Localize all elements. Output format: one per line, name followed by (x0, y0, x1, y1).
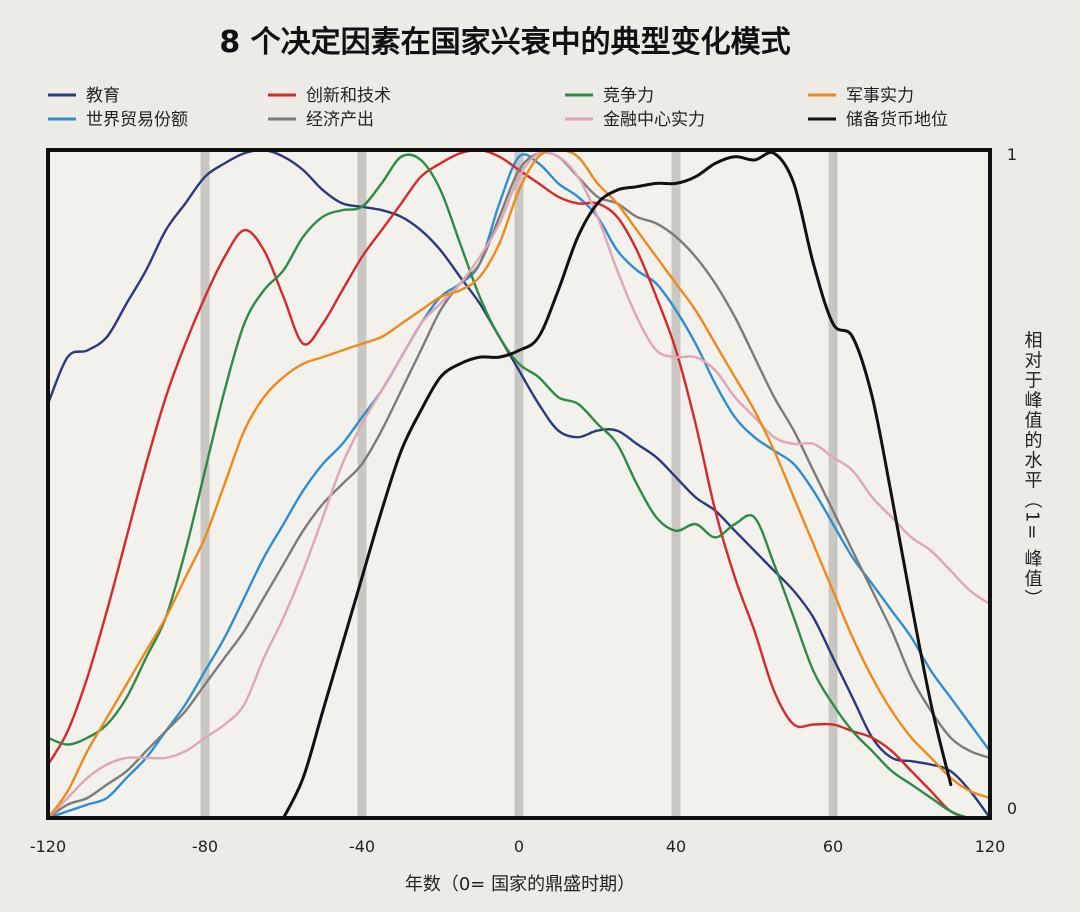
legend-item: 创新和技术 (268, 86, 391, 106)
x-axis-label: 年数（0= 国家的鼎盛时期） (405, 874, 635, 895)
y-tick-label: 0 (1007, 799, 1017, 818)
legend-label: 经济产出 (306, 110, 374, 130)
legend-label: 竞争力 (603, 86, 654, 106)
x-axis-ticks: -120 -80 -40 0 40 60 120 (30, 837, 1005, 856)
series-1 (46, 153, 992, 820)
legend-item: 金融中心实力 (565, 110, 705, 130)
legend-item: 世界贸易份额 (48, 110, 188, 130)
series-line (46, 148, 992, 820)
legend-label: 储备货币地位 (846, 110, 948, 130)
x-tick-label: 40 (666, 837, 686, 856)
series-line (46, 148, 992, 820)
legend-item: 经济产出 (268, 110, 374, 130)
gridlines (200, 150, 838, 818)
x-tick-label: 0 (514, 837, 524, 856)
legend-label: 创新和技术 (306, 86, 391, 106)
legend-item: 军事实力 (808, 86, 914, 106)
y-axis-ticks: 01 (1007, 145, 1017, 818)
legend-item: 教育 (48, 86, 120, 106)
x-tick-label: 120 (975, 837, 1006, 856)
series-7 (282, 150, 953, 820)
series-5 (46, 150, 992, 820)
x-tick-label: -40 (349, 837, 375, 856)
legend-label: 教育 (86, 86, 120, 106)
plot-frame (46, 148, 992, 820)
series-0 (46, 148, 992, 820)
series-3 (46, 151, 992, 820)
series-6 (46, 148, 992, 820)
series-layer (46, 148, 992, 820)
legend-item: 竞争力 (565, 86, 654, 106)
series-line (282, 150, 953, 820)
series-line (46, 153, 992, 820)
legend-item: 储备货币地位 (808, 110, 948, 130)
x-tick-label: 60 (823, 837, 843, 856)
x-tick-label: -80 (192, 837, 218, 856)
series-line (46, 153, 992, 820)
series-4 (46, 153, 992, 820)
x-tick-label: -120 (30, 837, 66, 856)
legend-label: 世界贸易份额 (86, 110, 188, 130)
y-axis-label: 相对于峰值的水平（1= 峰值） (1022, 331, 1043, 609)
series-line (46, 151, 992, 820)
legend-label: 金融中心实力 (603, 110, 705, 130)
y-tick-label: 1 (1007, 145, 1017, 164)
series-line (46, 150, 992, 820)
chart-title: 8 个决定因素在国家兴衰中的典型变化模式 (219, 25, 790, 60)
legend-label: 军事实力 (846, 86, 914, 106)
